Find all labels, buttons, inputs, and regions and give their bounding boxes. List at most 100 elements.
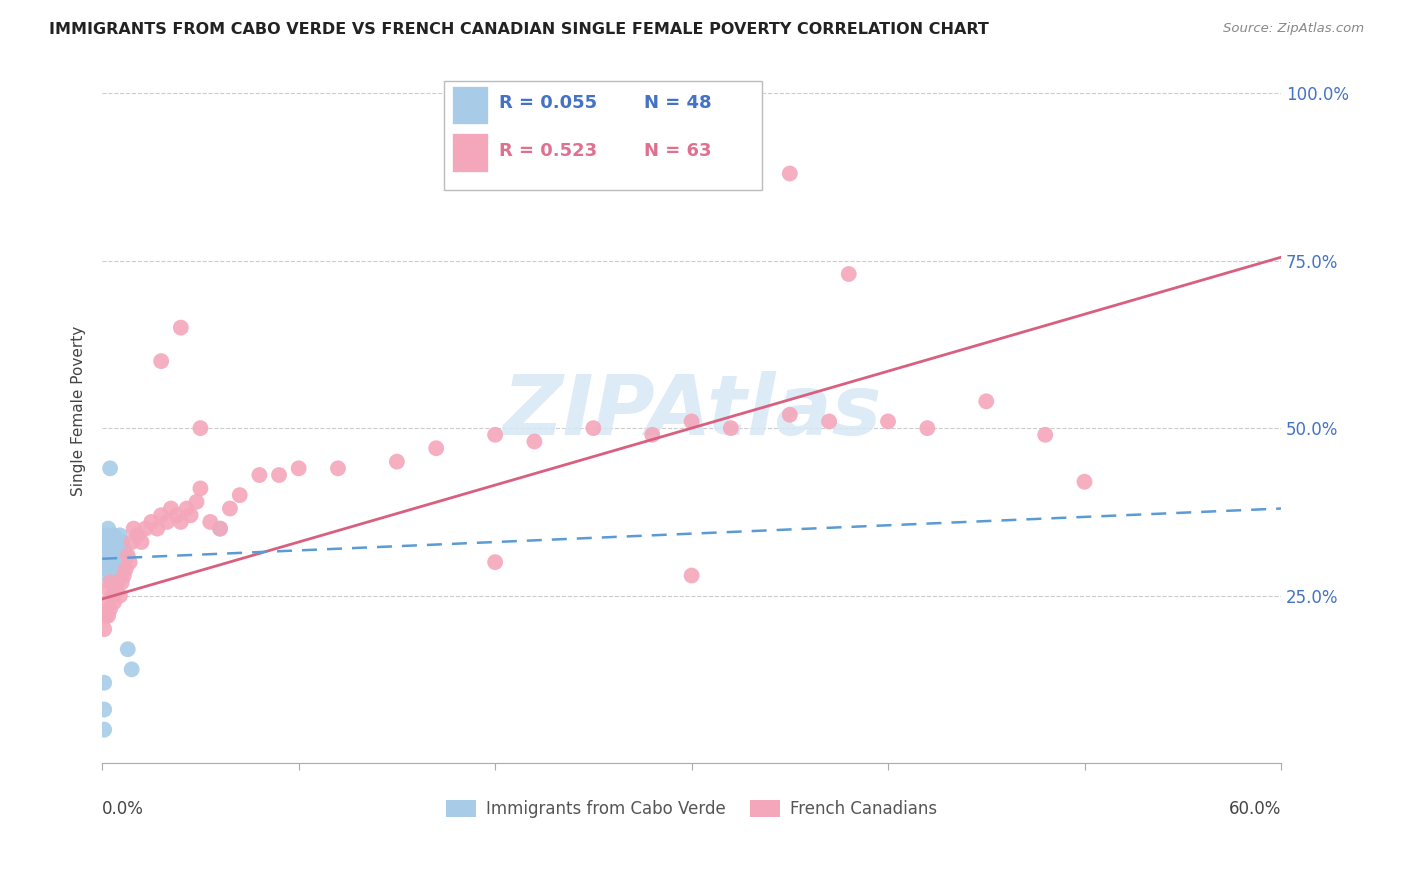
Point	[101, 562, 124, 576]
Point	[104, 582, 127, 596]
Point	[94, 535, 117, 549]
Point	[97, 555, 120, 569]
Legend: Immigrants from Cabo Verde, French Canadians: Immigrants from Cabo Verde, French Canad…	[439, 794, 945, 825]
FancyBboxPatch shape	[444, 80, 762, 190]
Point	[117, 549, 139, 563]
Point	[104, 549, 127, 563]
Point	[103, 528, 125, 542]
Y-axis label: Single Female Poverty: Single Female Poverty	[72, 326, 86, 497]
Point	[121, 662, 143, 676]
Point	[103, 555, 125, 569]
Point	[98, 555, 121, 569]
Point	[131, 535, 153, 549]
Point	[141, 515, 163, 529]
Point	[98, 562, 121, 576]
Text: R = 0.055: R = 0.055	[499, 95, 598, 112]
Point	[98, 461, 121, 475]
Point	[97, 522, 120, 536]
Point	[186, 495, 208, 509]
Point	[681, 568, 703, 582]
Point	[97, 528, 120, 542]
Point	[209, 522, 232, 536]
Point	[156, 515, 179, 529]
Point	[779, 408, 801, 422]
Point	[108, 541, 131, 556]
Point	[97, 535, 120, 549]
Point	[101, 589, 124, 603]
Point	[877, 414, 900, 428]
Point	[247, 468, 270, 483]
Point	[1033, 427, 1056, 442]
Point	[176, 501, 198, 516]
Point	[818, 414, 841, 428]
Point	[104, 541, 127, 556]
Point	[112, 541, 135, 556]
Text: N = 48: N = 48	[644, 95, 711, 112]
Point	[287, 461, 309, 475]
Point	[229, 488, 252, 502]
Point	[93, 702, 115, 716]
Point	[93, 622, 115, 636]
Point	[150, 354, 173, 368]
Point	[94, 528, 117, 542]
Point	[107, 549, 129, 563]
Point	[111, 535, 134, 549]
Point	[98, 602, 121, 616]
Point	[112, 568, 135, 582]
Point	[98, 575, 121, 590]
Point	[641, 427, 664, 442]
Point	[97, 568, 120, 582]
Point	[170, 320, 193, 334]
Point	[117, 642, 139, 657]
Point	[118, 555, 141, 569]
Point	[523, 434, 546, 449]
Text: IMMIGRANTS FROM CABO VERDE VS FRENCH CANADIAN SINGLE FEMALE POVERTY CORRELATION : IMMIGRANTS FROM CABO VERDE VS FRENCH CAN…	[49, 22, 988, 37]
Point	[779, 167, 801, 181]
Point	[101, 549, 124, 563]
Point	[93, 723, 115, 737]
Point	[107, 575, 129, 590]
Point	[166, 508, 188, 523]
Point	[94, 549, 117, 563]
Point	[94, 555, 117, 569]
Text: 0.0%: 0.0%	[103, 800, 143, 818]
Point	[93, 555, 115, 569]
Point	[98, 541, 121, 556]
FancyBboxPatch shape	[453, 86, 488, 124]
Point	[101, 555, 124, 569]
Point	[150, 508, 173, 523]
Point	[97, 541, 120, 556]
Text: N = 63: N = 63	[644, 142, 711, 160]
Point	[98, 549, 121, 563]
Point	[114, 549, 136, 563]
Point	[484, 427, 506, 442]
Point	[200, 515, 222, 529]
Point	[101, 575, 124, 590]
Point	[209, 522, 232, 536]
Point	[484, 555, 506, 569]
Point	[93, 675, 115, 690]
Point	[108, 589, 131, 603]
Point	[681, 414, 703, 428]
Point	[170, 515, 193, 529]
Text: R = 0.523: R = 0.523	[499, 142, 598, 160]
Point	[720, 421, 742, 435]
Point	[103, 568, 125, 582]
Text: 60.0%: 60.0%	[1229, 800, 1281, 818]
Point	[111, 549, 134, 563]
Point	[1073, 475, 1095, 489]
Point	[103, 541, 125, 556]
Point	[108, 528, 131, 542]
Point	[160, 501, 183, 516]
Point	[101, 535, 124, 549]
Point	[94, 608, 117, 623]
Point	[112, 555, 135, 569]
Point	[121, 535, 143, 549]
Point	[103, 595, 125, 609]
Point	[190, 421, 212, 435]
Point	[219, 501, 242, 516]
Point	[838, 267, 860, 281]
Text: ZIPAtlas: ZIPAtlas	[502, 371, 882, 452]
Point	[385, 455, 408, 469]
Point	[267, 468, 290, 483]
